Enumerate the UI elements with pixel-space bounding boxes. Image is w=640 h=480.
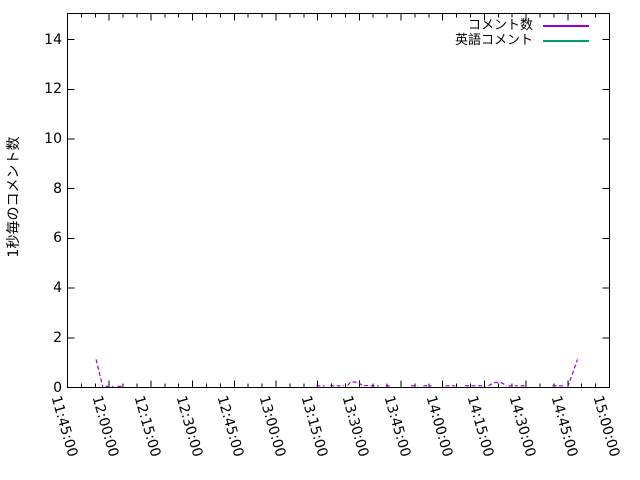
- y-tick-label: 4: [53, 280, 62, 297]
- y-tick-label: 10: [44, 130, 62, 147]
- legend-label: 英語コメント: [454, 33, 533, 48]
- plot-border: [67, 13, 610, 388]
- y-tick-label: 8: [53, 180, 62, 197]
- series-line-コメント数: [567, 359, 579, 388]
- legend-line-sample: [543, 24, 589, 27]
- legend-label: コメント数: [467, 18, 533, 33]
- legend-line-sample: [543, 39, 589, 42]
- y-tick-label: 12: [44, 81, 62, 98]
- series-line-コメント数: [347, 381, 379, 387]
- legend-row: コメント数: [360, 18, 589, 33]
- y-tick-label: 0: [53, 379, 62, 396]
- y-tick-label: 2: [53, 329, 62, 346]
- y-tick-label: 14: [44, 31, 62, 48]
- series-line-コメント数: [488, 381, 508, 387]
- y-tick-label: 6: [53, 230, 62, 247]
- legend-row: 英語コメント: [360, 33, 589, 48]
- legend: コメント数 英語コメント: [360, 18, 589, 48]
- series-line-コメント数: [95, 359, 104, 388]
